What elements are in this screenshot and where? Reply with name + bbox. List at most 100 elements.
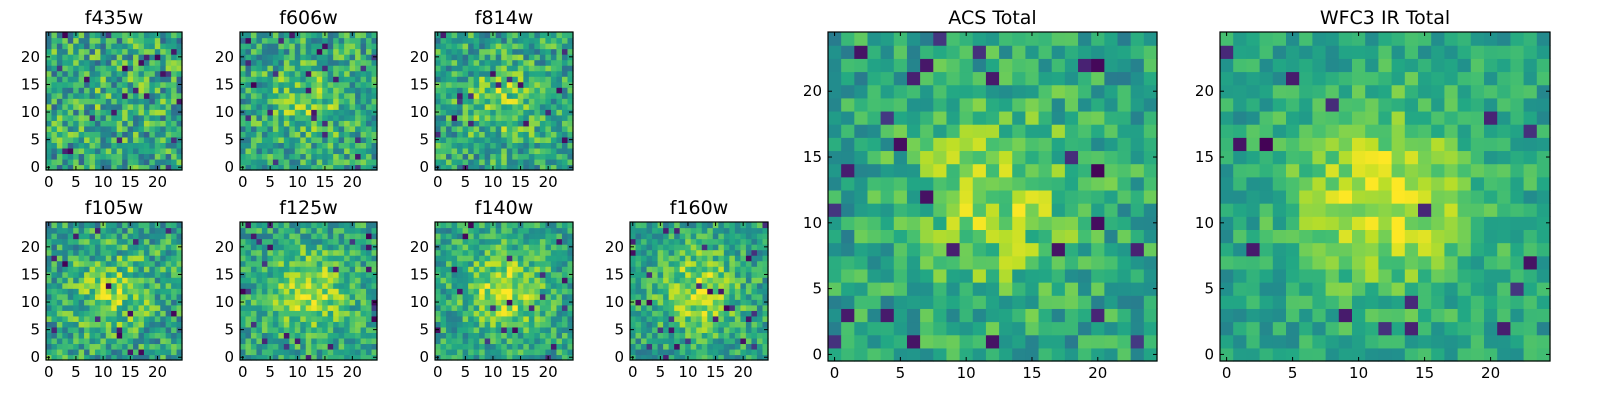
heatmap-cell	[523, 92, 530, 99]
heatmap-cell	[657, 348, 664, 356]
heatmap-cell	[545, 114, 552, 121]
heatmap-cell	[267, 65, 274, 72]
heatmap-cell	[305, 158, 312, 166]
heatmap-cell	[272, 65, 279, 72]
heatmap-cell	[305, 114, 312, 121]
heatmap-cell	[751, 260, 758, 267]
heatmap-cell	[56, 255, 63, 262]
heatmap-cell	[62, 48, 69, 55]
heatmap-cell	[160, 98, 167, 105]
heatmap-cell	[468, 266, 475, 273]
heatmap-cell	[333, 260, 340, 267]
heatmap-cell	[272, 120, 279, 127]
heatmap-cell	[171, 315, 178, 322]
heatmap-cell	[718, 255, 725, 262]
heatmap-cell	[165, 260, 172, 267]
heatmap-cell	[635, 288, 642, 295]
heatmap-cell	[561, 48, 569, 55]
heatmap-cell	[311, 98, 318, 105]
heatmap-cell	[256, 348, 263, 356]
heatmap-cell	[501, 260, 508, 267]
heatmap-cell	[506, 238, 513, 245]
heatmap-cell	[278, 238, 285, 245]
heatmap-cell	[245, 103, 252, 110]
heatmap-cell	[457, 32, 464, 39]
heatmap-cell	[84, 147, 91, 155]
heatmap-cell	[256, 120, 263, 127]
heatmap-cell	[999, 268, 1013, 283]
heatmap-cell	[446, 43, 453, 50]
heatmap-cell	[143, 153, 150, 160]
heatmap-cell	[440, 125, 447, 132]
heatmap-cell	[344, 271, 351, 278]
heatmap-cell	[762, 348, 769, 356]
heatmap-cell	[256, 48, 263, 55]
heatmap-cell	[67, 293, 74, 300]
heatmap-cell	[327, 266, 334, 273]
heatmap-cell	[696, 222, 703, 229]
heatmap-cell	[133, 321, 140, 328]
heatmap-cell	[561, 343, 569, 350]
heatmap-cell	[322, 158, 329, 166]
heatmap-cell	[751, 332, 758, 339]
heatmap-cell	[1143, 242, 1158, 257]
heatmap-cell	[440, 343, 447, 350]
heatmap-cell	[517, 81, 524, 88]
heatmap-cell	[344, 293, 351, 300]
heatmap-cell	[116, 114, 123, 121]
heatmap-cell	[261, 142, 268, 149]
heatmap-cell	[360, 332, 367, 339]
heatmap-cell	[959, 242, 974, 257]
heatmap-cell	[283, 310, 290, 317]
heatmap-cell	[122, 348, 129, 356]
heatmap-cell	[490, 304, 497, 311]
heatmap-cell	[435, 227, 442, 234]
heatmap-cell	[94, 227, 101, 234]
heatmap-cell	[100, 136, 107, 143]
heatmap-cell	[479, 337, 486, 345]
heatmap-cell	[240, 59, 247, 66]
heatmap-cell	[495, 76, 502, 83]
heatmap-cell	[116, 103, 123, 110]
heatmap-cell	[278, 87, 285, 94]
heatmap-cell	[138, 332, 145, 339]
heatmap-cell	[556, 227, 563, 234]
panel-title: f160w	[670, 197, 729, 219]
heatmap-cell	[240, 321, 247, 328]
heatmap-cell	[322, 343, 329, 350]
heatmap-cell	[734, 293, 741, 300]
heatmap-cell	[176, 48, 183, 55]
heatmap-cell	[327, 293, 334, 300]
heatmap-cell	[668, 266, 675, 273]
heatmap-cell	[344, 244, 351, 251]
heatmap-cell	[550, 98, 558, 105]
heatmap-cell	[51, 87, 58, 94]
heatmap-cell	[534, 315, 541, 322]
heatmap-cell	[567, 249, 574, 256]
heatmap-cell	[457, 271, 464, 278]
heatmap-cell	[495, 260, 502, 267]
heatmap-cell	[344, 114, 351, 121]
heatmap-cell	[479, 244, 486, 251]
heatmap-cell	[272, 81, 279, 88]
heatmap-cell	[122, 65, 129, 72]
heatmap-cell	[462, 326, 469, 333]
heatmap-cell	[985, 347, 1000, 362]
heatmap-cell	[451, 109, 458, 116]
heatmap-cell	[316, 249, 323, 256]
heatmap-cell	[327, 37, 334, 44]
heatmap-cell	[344, 164, 351, 171]
heatmap-cell	[272, 87, 279, 94]
heatmap-cell	[355, 136, 362, 143]
heatmap-cell	[506, 87, 513, 94]
heatmap-cell	[473, 310, 480, 317]
heatmap-cell	[344, 153, 351, 160]
heatmap-cell	[495, 227, 502, 234]
heatmap-cell	[283, 293, 290, 300]
heatmap-cell	[718, 326, 725, 333]
heatmap-cell	[256, 76, 263, 83]
heatmap-cell	[311, 136, 318, 143]
heatmap-cell	[506, 326, 513, 333]
heatmap-cell	[305, 76, 312, 83]
